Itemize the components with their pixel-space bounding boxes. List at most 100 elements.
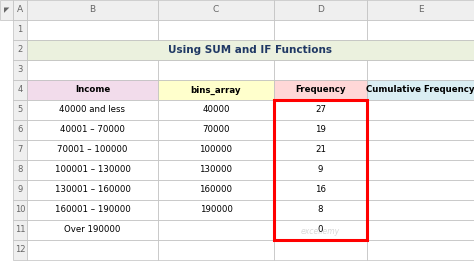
Text: 4: 4 xyxy=(18,86,23,95)
Text: D: D xyxy=(317,6,324,15)
Bar xyxy=(13,200,27,220)
Text: 11: 11 xyxy=(15,225,25,234)
Bar xyxy=(274,160,367,180)
Text: Cumulative Frequency: Cumulative Frequency xyxy=(366,86,474,95)
Bar xyxy=(274,80,367,100)
Bar xyxy=(13,60,27,80)
Bar xyxy=(13,120,27,140)
Bar xyxy=(274,80,367,100)
Bar xyxy=(27,200,158,220)
Bar xyxy=(13,220,27,240)
Text: 21: 21 xyxy=(315,145,326,154)
Bar xyxy=(27,120,158,140)
Bar xyxy=(274,220,367,240)
Bar xyxy=(158,180,274,200)
Text: 10: 10 xyxy=(15,205,25,214)
Bar xyxy=(158,120,274,140)
Bar xyxy=(367,60,474,80)
Bar xyxy=(158,220,274,240)
Text: 9: 9 xyxy=(318,166,323,175)
Bar xyxy=(27,160,158,180)
Text: Over 190000: Over 190000 xyxy=(64,225,121,234)
Text: bins_array: bins_array xyxy=(191,86,241,95)
Text: 2: 2 xyxy=(18,45,23,54)
Bar xyxy=(158,80,274,100)
Text: 1: 1 xyxy=(18,26,23,35)
Bar xyxy=(274,200,367,220)
Text: 100000: 100000 xyxy=(200,145,233,154)
Bar xyxy=(274,180,367,200)
Bar xyxy=(274,40,367,60)
Bar xyxy=(158,120,274,140)
Text: 8: 8 xyxy=(18,166,23,175)
Bar xyxy=(367,180,474,200)
Bar xyxy=(158,200,274,220)
Bar xyxy=(158,160,274,180)
Bar xyxy=(274,240,367,260)
Bar xyxy=(367,200,474,220)
Bar xyxy=(27,80,158,100)
Text: ◤: ◤ xyxy=(4,7,9,13)
Text: Using SUM and IF Functions: Using SUM and IF Functions xyxy=(168,45,332,55)
Bar xyxy=(27,180,158,200)
Bar xyxy=(13,240,27,260)
Bar xyxy=(274,160,367,180)
Text: 130001 – 160000: 130001 – 160000 xyxy=(55,186,130,195)
Bar xyxy=(13,180,27,200)
Text: A: A xyxy=(17,6,23,15)
Bar xyxy=(27,220,158,240)
Bar xyxy=(274,100,367,240)
Bar xyxy=(27,140,158,160)
Bar xyxy=(274,120,367,140)
Bar xyxy=(367,220,474,240)
Bar xyxy=(367,100,474,120)
Text: 3: 3 xyxy=(18,65,23,74)
Bar xyxy=(367,180,474,200)
Bar xyxy=(367,20,474,40)
Bar xyxy=(27,120,158,140)
Bar xyxy=(158,180,274,200)
Text: Frequency: Frequency xyxy=(295,86,346,95)
Text: 8: 8 xyxy=(318,205,323,214)
Bar xyxy=(367,160,474,180)
Text: 160001 – 190000: 160001 – 190000 xyxy=(55,205,130,214)
Bar xyxy=(274,140,367,160)
Bar xyxy=(274,0,367,20)
Bar xyxy=(27,160,158,180)
Bar xyxy=(13,0,27,20)
Bar xyxy=(367,140,474,160)
Text: C: C xyxy=(213,6,219,15)
Bar xyxy=(158,160,274,180)
Bar xyxy=(158,140,274,160)
Bar xyxy=(367,240,474,260)
Bar xyxy=(367,80,474,100)
Text: E: E xyxy=(418,6,423,15)
Text: 70001 – 100000: 70001 – 100000 xyxy=(57,145,128,154)
Text: 40001 – 70000: 40001 – 70000 xyxy=(60,125,125,134)
Text: 0: 0 xyxy=(318,225,323,234)
Bar xyxy=(158,240,274,260)
Bar xyxy=(158,220,274,240)
Bar xyxy=(158,60,274,80)
Text: 100001 – 130000: 100001 – 130000 xyxy=(55,166,130,175)
Bar xyxy=(27,0,158,20)
Bar xyxy=(158,40,274,60)
Bar xyxy=(274,60,367,80)
Bar xyxy=(27,240,158,260)
Bar xyxy=(27,40,474,60)
Text: 130000: 130000 xyxy=(200,166,233,175)
Text: 5: 5 xyxy=(18,106,23,115)
Bar xyxy=(158,80,274,100)
Bar xyxy=(27,100,158,120)
Bar xyxy=(27,180,158,200)
Bar xyxy=(367,80,474,100)
Bar xyxy=(274,20,367,40)
Bar xyxy=(158,200,274,220)
Text: 6: 6 xyxy=(18,125,23,134)
Bar xyxy=(27,80,158,100)
Bar xyxy=(27,60,158,80)
Bar xyxy=(274,100,367,120)
Bar xyxy=(27,100,158,120)
Bar xyxy=(27,220,158,240)
Bar xyxy=(274,100,367,120)
